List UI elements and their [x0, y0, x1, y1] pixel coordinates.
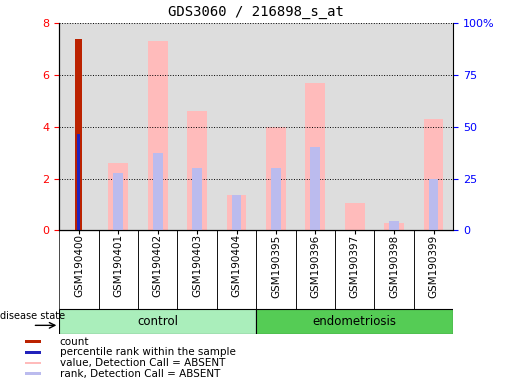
Bar [389, 221, 399, 230]
Bar [271, 168, 281, 230]
Bar [192, 168, 202, 230]
Text: GSM190404: GSM190404 [232, 234, 242, 298]
Text: percentile rank within the sample: percentile rank within the sample [60, 348, 236, 358]
Text: control: control [137, 315, 178, 328]
Bar [266, 127, 286, 230]
Text: GSM190396: GSM190396 [311, 234, 320, 298]
Bar [75, 39, 82, 230]
Bar [217, 23, 256, 230]
Text: value, Detection Call = ABSENT: value, Detection Call = ABSENT [60, 358, 225, 368]
Bar [25, 351, 41, 354]
Bar [59, 23, 98, 230]
Bar [187, 111, 207, 230]
Bar [25, 362, 41, 364]
Bar [113, 174, 123, 230]
Text: GSM190402: GSM190402 [153, 234, 163, 298]
Text: disease state: disease state [0, 311, 65, 321]
Bar [384, 223, 404, 230]
Bar [148, 41, 167, 230]
Text: GSM190401: GSM190401 [113, 234, 123, 298]
Text: GSM190397: GSM190397 [350, 234, 359, 298]
Bar [25, 341, 41, 343]
Text: rank, Detection Call = ABSENT: rank, Detection Call = ABSENT [60, 369, 220, 379]
Text: GSM190399: GSM190399 [428, 234, 438, 298]
Bar [77, 134, 80, 230]
Bar [335, 23, 374, 230]
Bar [256, 309, 453, 334]
Bar [25, 372, 41, 375]
Bar [109, 163, 128, 230]
Bar [428, 179, 438, 230]
Bar [311, 147, 320, 230]
Bar [256, 23, 296, 230]
Bar [305, 83, 325, 230]
Bar [98, 23, 138, 230]
Bar [424, 119, 443, 230]
Bar [414, 23, 453, 230]
Text: GSM190395: GSM190395 [271, 234, 281, 298]
Text: count: count [60, 337, 89, 347]
Text: GSM190400: GSM190400 [74, 234, 84, 297]
Bar [345, 203, 365, 230]
Text: endometriosis: endometriosis [313, 315, 397, 328]
Bar [177, 23, 217, 230]
Bar [296, 23, 335, 230]
Bar [153, 153, 163, 230]
Bar [374, 23, 414, 230]
Bar [227, 195, 246, 230]
Bar [59, 309, 256, 334]
Text: GSM190398: GSM190398 [389, 234, 399, 298]
Bar [232, 195, 242, 230]
Bar [138, 23, 177, 230]
Title: GDS3060 / 216898_s_at: GDS3060 / 216898_s_at [168, 5, 344, 19]
Text: GSM190403: GSM190403 [192, 234, 202, 298]
